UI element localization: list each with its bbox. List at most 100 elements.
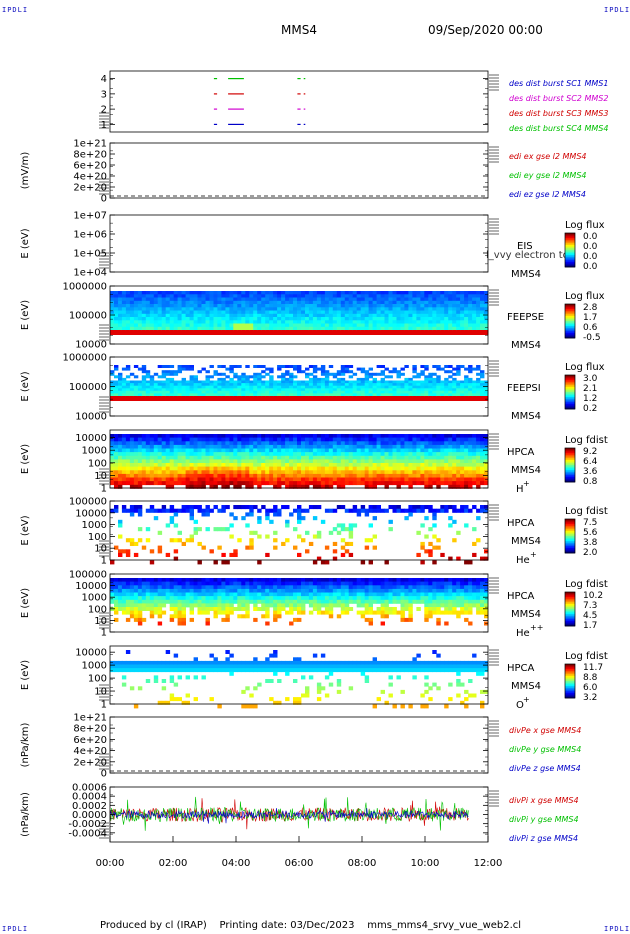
spectrogram-cell (412, 396, 417, 401)
spectrogram-cell (484, 304, 489, 308)
spectrogram-cell (392, 505, 397, 510)
spectrogram-cell (221, 477, 226, 482)
spectrogram-cell (324, 481, 330, 486)
spectrogram-cell (312, 300, 318, 305)
spectrogram-cell (153, 473, 159, 478)
spectrogram-cell (468, 484, 473, 489)
spectrogram-cell (185, 463, 190, 467)
colorbar-cell (565, 234, 575, 237)
spectrogram-cell (189, 317, 194, 321)
spectrogram-cell (149, 297, 155, 302)
spectrogram-cell (424, 484, 429, 489)
spectrogram-cell (265, 552, 270, 557)
spectrogram-cell (360, 444, 366, 449)
spectrogram-cell (285, 390, 290, 394)
spectrogram-cell (316, 300, 322, 305)
spectrogram-cell (364, 323, 370, 328)
spectrogram-cell (464, 459, 469, 464)
spectrogram-cell (181, 578, 186, 582)
spectrogram-cell (185, 317, 190, 321)
spectrogram-cell (356, 326, 362, 331)
spectrogram-cell (360, 330, 366, 335)
spectrogram-cell (324, 463, 330, 467)
spectrogram-cell (213, 614, 218, 619)
spectrogram-cell (432, 320, 437, 324)
spectrogram-cell (197, 581, 202, 586)
spectrogram-cell (324, 385, 330, 389)
spectrogram-cell (372, 383, 377, 387)
spectrogram-cell (392, 310, 397, 315)
spectrogram-cell (269, 473, 274, 478)
spectrogram-cell (137, 441, 143, 446)
spectrogram-cell (316, 505, 322, 510)
spectrogram-cell (285, 385, 290, 389)
spectrogram-cell (392, 388, 397, 392)
spectrogram-cell (352, 585, 358, 590)
spectrogram-cell (472, 444, 477, 449)
spectrogram-cell (285, 326, 290, 331)
spectrogram-cell (420, 455, 425, 460)
spectrogram-cell (301, 455, 306, 460)
spectrogram-cell (133, 326, 139, 331)
y-tick-label: 3 (101, 89, 107, 100)
spectrogram-cell (436, 388, 441, 392)
spectrogram-cell (372, 437, 377, 442)
colorbar-cell (565, 256, 575, 259)
spectrogram-cell (312, 560, 318, 565)
spectrogram-cell (233, 607, 238, 611)
spectrogram-cell (273, 585, 278, 590)
spectrogram-cell (428, 385, 433, 389)
panel-frame (109, 429, 489, 489)
spectrogram-cell (416, 437, 421, 442)
spectrogram-cell (376, 470, 381, 475)
spectrogram-cell (165, 470, 171, 475)
spectrogram-cell (237, 323, 242, 328)
spectrogram-cell (468, 310, 473, 315)
spectrogram-cell (257, 323, 262, 328)
spectrogram-cell (129, 466, 135, 471)
spectrogram-cell (149, 317, 155, 321)
spectrogram-cell (217, 388, 222, 392)
spectrogram-cell (129, 596, 135, 601)
spectrogram-cell (324, 508, 330, 513)
spectrogram-cell (360, 452, 366, 457)
y-tick-label: 10 (94, 544, 107, 555)
spectrogram-cell (484, 396, 489, 401)
spectrogram-cell (448, 448, 453, 453)
spectrogram-cell (229, 310, 234, 315)
spectrogram-cell (121, 434, 127, 438)
spectrogram-cell (137, 621, 143, 626)
spectrogram-cell (145, 372, 151, 376)
colorbar-tick-label: 0.0 (583, 232, 598, 242)
spectrogram-cell (118, 596, 123, 601)
spectrogram-cell (177, 291, 182, 295)
spectrogram-cell (320, 313, 326, 318)
spectrogram-cell (181, 388, 186, 392)
spectrogram-cell (261, 317, 266, 321)
spectrogram-cell (456, 317, 461, 321)
spectrogram-cell (281, 393, 286, 397)
spectrogram-cell (133, 585, 139, 590)
spectrogram-cell (273, 508, 278, 513)
spectrogram-cell (308, 481, 314, 486)
spectrogram-cell (197, 437, 202, 442)
colorbar-cell (565, 265, 575, 268)
spectrogram-cell (436, 545, 441, 550)
spectrogram-cell (384, 383, 389, 387)
spectrogram-cell (193, 310, 198, 315)
spectrogram-cell (217, 585, 222, 590)
spectrogram-cell (153, 588, 159, 593)
spectrogram-cell (380, 455, 385, 460)
spectrogram-cell (201, 390, 206, 394)
spectrogram-cell (201, 603, 206, 608)
spectrogram-cell (316, 304, 322, 308)
spectrogram-cell (372, 448, 377, 453)
spectrogram-cell (229, 367, 234, 371)
spectrogram-cell (340, 527, 346, 532)
spectrogram-cell (157, 607, 163, 611)
spectrogram-cell (125, 437, 131, 442)
spectrogram-cell (476, 365, 481, 368)
spectrogram-cell (376, 393, 381, 397)
spectrogram-cell (217, 323, 222, 328)
spectrogram-cell (273, 484, 278, 489)
